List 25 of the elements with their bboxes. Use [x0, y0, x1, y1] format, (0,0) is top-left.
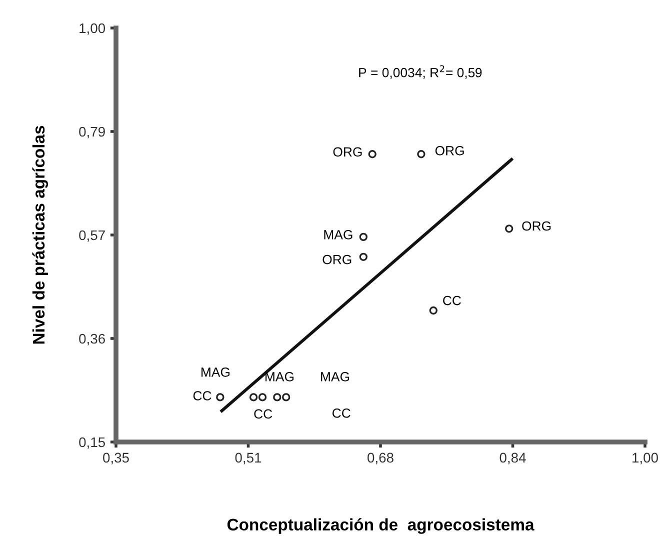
x-tick-label: 0,68: [368, 452, 394, 464]
annotation: MAG: [324, 230, 352, 240]
annotation: CC: [443, 296, 461, 306]
annotation: MAG: [266, 372, 294, 382]
annotation: CC: [254, 409, 272, 419]
annotation: ORG: [333, 147, 362, 157]
y-axis-title: Nivel de prácticas agrícolas: [32, 126, 48, 344]
annotation: CC: [193, 391, 212, 400]
annotation: MAG: [202, 367, 230, 377]
x-tick-label: 0,84: [500, 452, 526, 464]
y-tick-label: 1,00: [80, 23, 106, 35]
annotation: P = 0,0034; R$^{2}$= 0,59: [359, 65, 482, 79]
annotation: ORG: [435, 146, 464, 156]
y-tick-label: 0,15: [79, 437, 106, 449]
x-axis-title: Conceptualización de agroecosistema: [227, 518, 534, 534]
y-tick-label: 0,36: [79, 334, 105, 346]
x-tick-label: 1,00: [632, 452, 658, 464]
y-tick-label: 0,57: [79, 230, 105, 242]
annotation: ORG: [322, 254, 352, 264]
x-tick-label: 0,51: [235, 452, 262, 464]
annotation: CC: [332, 408, 350, 418]
y-tick-label: 0,79: [79, 126, 105, 138]
x-tick-label: 0,35: [103, 452, 129, 464]
annotation: MAG: [321, 372, 350, 382]
annotation: ORG: [522, 221, 551, 231]
